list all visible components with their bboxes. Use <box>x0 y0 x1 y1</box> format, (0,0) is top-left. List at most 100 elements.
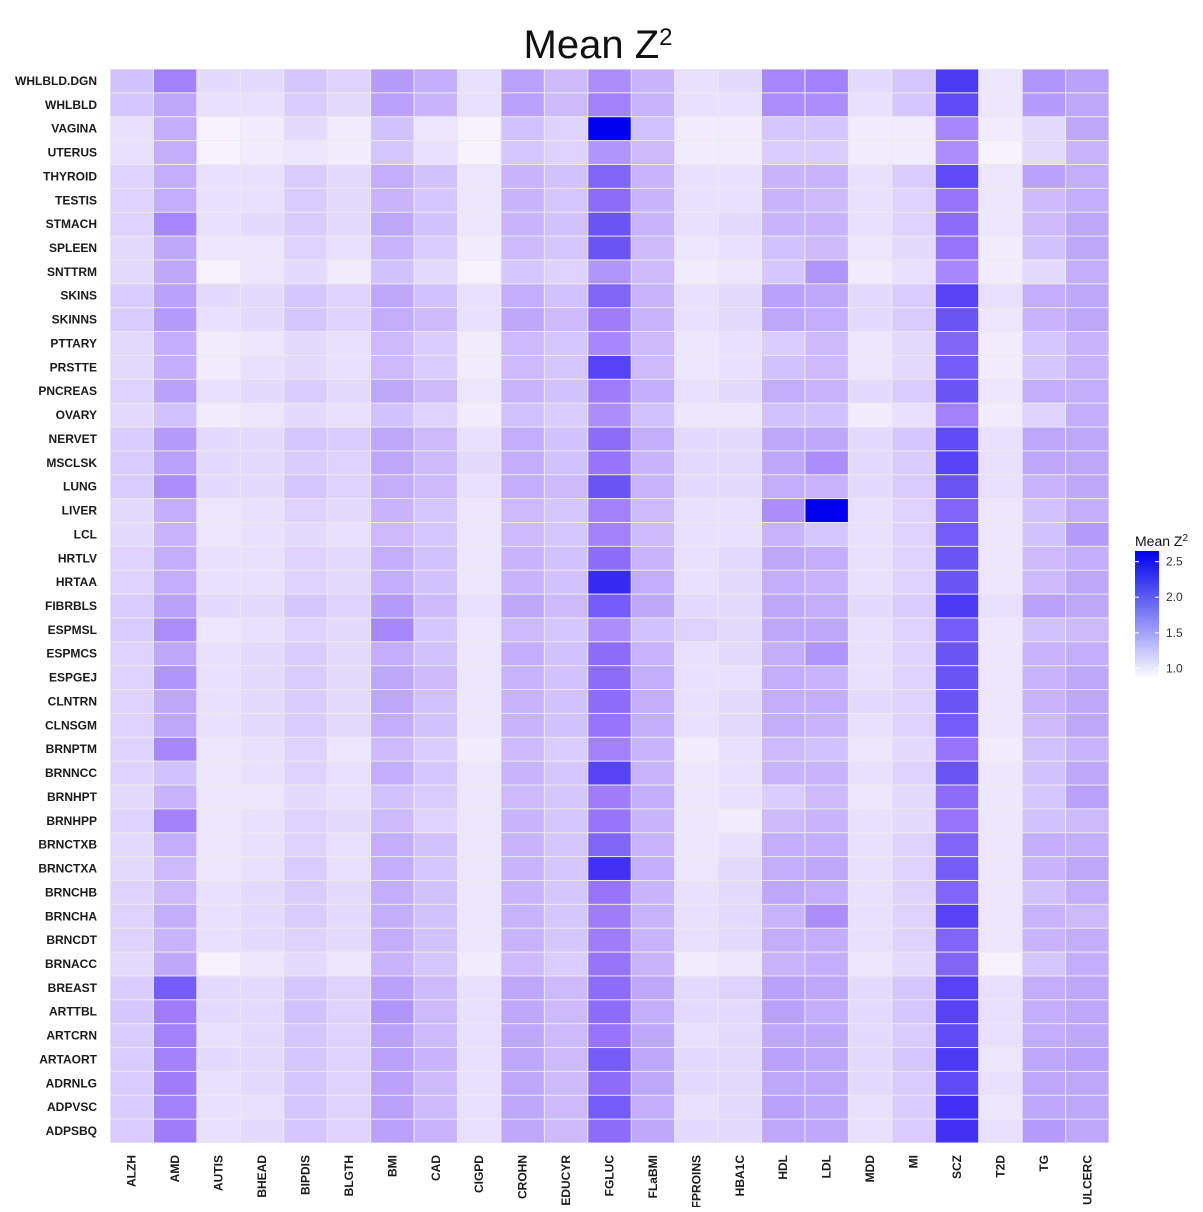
heatmap-cell <box>848 141 892 164</box>
heatmap-cell <box>675 785 718 809</box>
heatmap-cell <box>327 284 371 308</box>
heatmap-cell <box>675 379 718 403</box>
heatmap-cell <box>197 332 240 355</box>
heatmap-cell <box>110 904 153 928</box>
heatmap-cell <box>327 833 371 857</box>
heatmap-cell <box>805 451 848 475</box>
heatmap-cell <box>327 594 371 618</box>
heatmap-cell <box>1066 403 1109 427</box>
heatmap-cell <box>762 570 805 594</box>
heatmap-cell <box>675 666 718 690</box>
heatmap-cell <box>240 642 284 666</box>
heatmap-cell <box>544 69 588 93</box>
heatmap-cell <box>284 93 327 117</box>
heatmap-cell <box>457 809 501 833</box>
heatmap-cell <box>240 93 284 117</box>
heatmap-cell <box>805 594 848 618</box>
heatmap-cell <box>197 1024 240 1048</box>
heatmap-cell <box>762 809 805 833</box>
heatmap-cell <box>1066 308 1109 332</box>
heatmap-cell <box>762 928 805 952</box>
heatmap-cell <box>675 93 718 117</box>
heatmap-cell <box>197 904 240 928</box>
heatmap-cell <box>1066 69 1109 93</box>
heatmap-cell <box>718 976 762 1000</box>
heatmap-cell <box>1022 785 1066 809</box>
heatmap-cell <box>892 690 935 713</box>
heatmap-cell <box>718 93 762 117</box>
heatmap-cell <box>935 761 979 785</box>
heatmap-cell <box>675 188 718 212</box>
heatmap-cell <box>805 1000 848 1024</box>
heatmap-cell <box>848 904 892 928</box>
x-tick-label: HBA1C <box>733 1155 747 1197</box>
heatmap-cell <box>718 570 762 594</box>
heatmap-cell <box>284 260 327 284</box>
heatmap-cell <box>718 618 762 642</box>
heatmap-cell <box>240 904 284 928</box>
y-tick-label: BRNPTM <box>46 742 97 756</box>
heatmap-cell <box>718 642 762 666</box>
heatmap-cell <box>935 928 979 952</box>
heatmap-cell <box>935 570 979 594</box>
heatmap-cell <box>631 713 675 737</box>
heatmap-cell <box>675 952 718 976</box>
heatmap-cell <box>371 570 414 594</box>
heatmap-cell <box>240 928 284 952</box>
heatmap-cell <box>762 332 805 355</box>
heatmap-cell <box>762 618 805 642</box>
heatmap-cell <box>718 260 762 284</box>
heatmap-cell <box>327 952 371 976</box>
heatmap-cell <box>848 260 892 284</box>
heatmap-cell <box>544 236 588 260</box>
heatmap-cell <box>414 1095 457 1119</box>
heatmap-cell <box>110 833 153 857</box>
heatmap-cell <box>457 904 501 928</box>
heatmap-cell <box>153 1000 197 1024</box>
heatmap-cell <box>327 236 371 260</box>
heatmap-cell <box>892 880 935 904</box>
heatmap-cell <box>414 761 457 785</box>
heatmap-cell <box>892 713 935 737</box>
heatmap-cell <box>675 308 718 332</box>
heatmap-cell <box>110 928 153 952</box>
x-tick-label: CROHN <box>516 1155 530 1199</box>
heatmap-cell <box>501 164 544 188</box>
heatmap-cell <box>240 570 284 594</box>
heatmap-cell <box>501 93 544 117</box>
heatmap-cell <box>501 475 544 499</box>
heatmap-cell <box>414 666 457 690</box>
legend-tick-label: 1.0 <box>1166 661 1183 675</box>
heatmap-cell <box>848 93 892 117</box>
heatmap-cell <box>327 188 371 212</box>
heatmap-cell <box>892 976 935 1000</box>
heatmap-cell <box>675 499 718 522</box>
heatmap-cell <box>718 546 762 570</box>
heatmap-cell <box>892 833 935 857</box>
heatmap-cell <box>501 594 544 618</box>
heatmap-cell <box>544 355 588 379</box>
heatmap-cell <box>327 1048 371 1071</box>
heatmap-cell <box>240 260 284 284</box>
heatmap-cell <box>544 737 588 761</box>
heatmap-cell <box>979 928 1022 952</box>
y-tick-label: BRNCHA <box>45 909 97 923</box>
x-tick-label: CAD <box>429 1155 443 1181</box>
heatmap-cell <box>414 427 457 451</box>
heatmap-cell <box>631 1095 675 1119</box>
x-tick-label: AUTIS <box>212 1155 226 1191</box>
heatmap-cell <box>197 713 240 737</box>
heatmap-cell <box>284 284 327 308</box>
heatmap-cell <box>371 1095 414 1119</box>
y-tick-label: BRNHPP <box>46 814 97 828</box>
heatmap-cell <box>675 546 718 570</box>
heatmap-cell <box>153 761 197 785</box>
heatmap-cell <box>762 761 805 785</box>
heatmap-cell <box>675 451 718 475</box>
heatmap-cell <box>457 308 501 332</box>
heatmap-cell <box>457 236 501 260</box>
heatmap-cell <box>501 642 544 666</box>
heatmap-cell <box>1022 141 1066 164</box>
heatmap-cell <box>544 499 588 522</box>
